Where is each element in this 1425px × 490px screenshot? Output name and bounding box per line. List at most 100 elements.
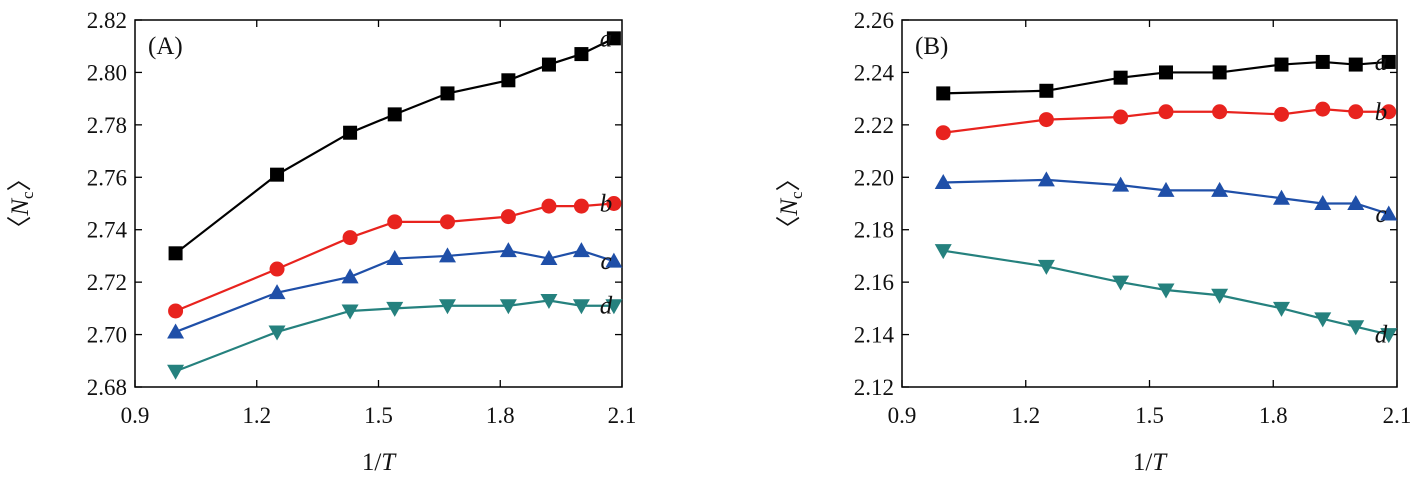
- data-point-a: [606, 31, 621, 46]
- data-point-a: [1039, 83, 1054, 98]
- data-point-a: [1381, 54, 1396, 69]
- data-point-c: [1157, 181, 1175, 197]
- y-tick-label: 2.72: [87, 270, 127, 295]
- data-point-d: [1211, 288, 1229, 304]
- series-tag-a: a: [600, 25, 613, 52]
- y-tick-label: 2.18: [854, 218, 894, 243]
- data-point-d: [1037, 259, 1055, 275]
- data-point-d: [1157, 283, 1175, 299]
- data-point-a: [1113, 70, 1128, 85]
- series-b: b: [935, 99, 1397, 141]
- series-tag-a: a: [1375, 49, 1388, 76]
- data-point-c: [499, 242, 517, 258]
- y-tick-label: 2.12: [854, 375, 894, 400]
- data-point-c: [268, 284, 286, 300]
- data-point-a: [936, 86, 951, 101]
- series-a: a: [168, 25, 621, 261]
- data-point-a: [270, 167, 285, 182]
- data-point-d: [1112, 275, 1130, 291]
- data-point-b: [500, 209, 516, 225]
- x-tick-label: 2.1: [608, 403, 637, 428]
- data-point-b: [541, 198, 557, 214]
- data-point-a: [1159, 65, 1173, 80]
- panel-b: 2.12 2.14 2.16 2.18 2.20 2.22 2.24 2.26 0.9 1.2 1.…: [775, 8, 1411, 476]
- data-point-b: [606, 196, 622, 211]
- data-point-d: [386, 301, 404, 317]
- data-point-a: [387, 107, 402, 122]
- data-point-c: [386, 250, 404, 266]
- y-tick-label: 2.76: [87, 165, 127, 190]
- data-point-a: [1212, 65, 1227, 80]
- panel-label: (A): [148, 33, 183, 60]
- data-point-c: [540, 250, 558, 266]
- data-point-b: [1381, 104, 1397, 120]
- x-tick-label: 2.1: [1383, 403, 1412, 428]
- x-tick-label: 0.9: [888, 403, 917, 428]
- data-point-c: [572, 242, 590, 258]
- series-tag-d: d: [1375, 322, 1388, 349]
- y-tick-label: 2.80: [87, 60, 127, 85]
- data-point-a: [1315, 54, 1330, 69]
- x-tick-label: 1.5: [1135, 403, 1164, 428]
- y-tick-label: 2.82: [87, 8, 127, 33]
- series-b: b: [168, 191, 622, 319]
- data-point-c: [438, 247, 456, 263]
- x-tick-label: 1.8: [1259, 403, 1288, 428]
- data-point-c: [1380, 205, 1398, 221]
- data-point-a: [343, 125, 358, 140]
- data-point-b: [439, 214, 455, 230]
- x-tick-label: 1.8: [486, 403, 515, 428]
- y-axis-label: 〈Nc〉: [6, 166, 37, 240]
- x-tick-label: 1.2: [242, 403, 271, 428]
- series-tag-c: c: [1375, 201, 1386, 228]
- data-point-c: [605, 252, 623, 268]
- data-point-c: [1037, 171, 1055, 187]
- series-c: c: [934, 171, 1398, 228]
- x-axis-label: 1/T: [1133, 449, 1168, 476]
- x-tick-label: 1.2: [1011, 403, 1040, 428]
- data-point-d: [268, 325, 286, 341]
- data-point-b: [1348, 104, 1364, 120]
- data-point-d: [605, 299, 623, 315]
- data-point-c: [1211, 181, 1229, 197]
- data-point-a: [168, 246, 183, 261]
- data-point-d: [1273, 301, 1290, 317]
- x-tick-label: 1.5: [364, 403, 393, 428]
- y-tick-label: 2.24: [854, 60, 895, 85]
- y-tick-label: 2.68: [87, 375, 127, 400]
- data-point-b: [1315, 101, 1331, 117]
- series-d: d: [934, 244, 1398, 349]
- data-point-d: [1380, 328, 1398, 344]
- data-point-a: [440, 86, 455, 101]
- data-point-d: [438, 299, 456, 315]
- series-tag-b: b: [600, 191, 613, 218]
- data-point-c: [1347, 195, 1365, 210]
- y-tick-label: 2.14: [854, 323, 895, 348]
- y-tick-label: 2.20: [854, 165, 894, 190]
- data-point-b: [1158, 104, 1174, 120]
- y-tick-label: 2.16: [854, 270, 894, 295]
- data-point-c: [167, 323, 185, 339]
- y-axis-label: 〈Nc〉: [775, 166, 806, 240]
- data-point-b: [269, 261, 285, 277]
- data-point-a: [501, 73, 516, 88]
- data-point-d: [341, 304, 359, 320]
- data-point-c: [934, 174, 952, 190]
- data-point-b: [387, 214, 403, 230]
- y-tick-label: 2.26: [854, 8, 894, 33]
- data-point-a: [1348, 57, 1363, 72]
- data-point-a: [1274, 57, 1289, 72]
- data-point-d: [499, 299, 517, 315]
- x-axis-label: 1/T: [362, 449, 397, 476]
- data-point-d: [572, 299, 590, 315]
- data-point-a: [574, 47, 589, 62]
- data-point-b: [935, 125, 951, 141]
- series-tag-b: b: [1375, 99, 1388, 126]
- y-tick-label: 2.74: [87, 218, 128, 243]
- data-point-b: [573, 198, 589, 214]
- data-point-b: [1113, 109, 1129, 125]
- x-tick-label: 0.9: [121, 403, 150, 428]
- data-point-b: [1038, 112, 1054, 128]
- data-point-d: [540, 293, 558, 309]
